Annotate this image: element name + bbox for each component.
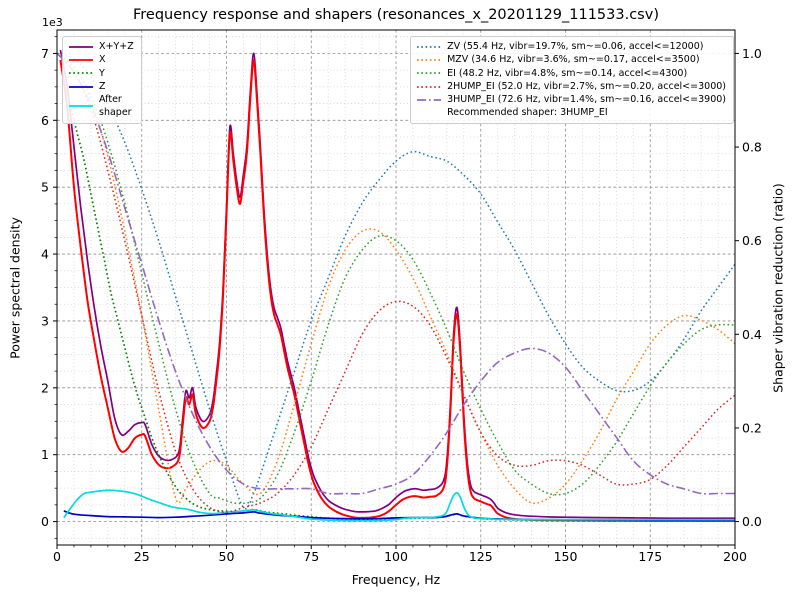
x-axis-label: Frequency, Hz (351, 572, 441, 587)
legend-item-label: Y (99, 67, 105, 79)
y-left-tick-label: 3 (41, 313, 49, 328)
legend-item-label: Recommended shaper: 3HUMP_EI (447, 107, 608, 119)
y-left-tick-label: 1 (41, 447, 49, 462)
y-axis-offset-text: 1e3 (42, 16, 63, 29)
series-ei (56, 52, 736, 505)
legend-item-label: X+Y+Z (99, 41, 134, 52)
plot-series (56, 49, 736, 522)
legend-psd: X+Y+Z X Y Z After shaper (62, 36, 142, 124)
legend-item-label: MZV (34.6 Hz, vibr=3.6%, sm~=0.17, accel… (447, 54, 700, 66)
y-left-tick-label: 5 (41, 180, 49, 195)
x-tick-label: 175 (638, 549, 662, 564)
legend-item-label: 2HUMP_EI (52.0 Hz, vibr=2.7%, sm~=0.20, … (447, 80, 726, 92)
legend-item-label: 3HUMP_EI (72.6 Hz, vibr=1.4%, sm~=0.16, … (447, 94, 726, 106)
x-tick-label: 25 (134, 549, 150, 564)
y-right-tick-label: 0.0 (742, 514, 762, 529)
legend-item-label: EI (48.2 Hz, vibr=4.8%, sm~=0.14, accel<… (447, 67, 688, 79)
legend-line-sample (69, 59, 93, 61)
y-axis-label-right: Shaper vibration reduction (ratio) (770, 183, 786, 393)
legend-item-x: X (68, 53, 134, 66)
legend-item-recommended: Recommended shaper: 3HUMP_EI (416, 106, 726, 119)
legend-line-sample (417, 85, 442, 88)
series-3hump-ei (56, 52, 735, 495)
axes: 0 25 50 75 100 125 150 175 200 0 1 2 3 4 5 6 7 0.0 0.2 0.4 0… (41, 29, 762, 564)
legend-item-3hump-ei: 3HUMP_EI (72.6 Hz, vibr=1.4%, sm~=0.16, … (416, 93, 726, 106)
legend-item-x-y-z: X+Y+Z (68, 40, 134, 53)
x-tick-label: 50 (219, 549, 235, 564)
y-left-tick-label: 4 (41, 247, 49, 262)
y-right-tick-label: 1.0 (742, 46, 762, 61)
x-tick-label: 150 (554, 549, 578, 564)
legend-item-z: Z (68, 80, 134, 93)
legend-line-sample (69, 45, 93, 48)
series-after-shaper (63, 489, 735, 522)
legend-item-y: Y (68, 67, 134, 80)
legend-line-sample (69, 85, 93, 88)
y-left-tick-label: 7 (41, 46, 49, 61)
y-left-tick-label: 6 (41, 113, 49, 128)
x-tick-label: 125 (469, 549, 493, 564)
legend-item-label: Z (99, 80, 106, 92)
x-tick-label: 0 (53, 549, 61, 564)
series-zv (56, 52, 736, 510)
y-right-tick-label: 0.8 (742, 140, 762, 155)
legend-line-sample (69, 72, 93, 75)
x-tick-label: 200 (723, 549, 747, 564)
chart-title: Frequency response and shapers (resonanc… (133, 7, 659, 23)
legend-item-label: After shaper (99, 94, 132, 119)
series-2hump-ei (56, 52, 736, 513)
legend-item-2hump-ei: 2HUMP_EI (52.0 Hz, vibr=2.7%, sm~=0.20, … (416, 80, 726, 93)
y-right-tick-label: 0.4 (742, 327, 762, 342)
legend-line-sample (417, 45, 442, 48)
series-x (59, 59, 736, 522)
legend-item-label: ZV (55.4 Hz, vibr=19.7%, sm~=0.06, accel… (447, 41, 704, 52)
legend-item-after-shaper: After shaper (68, 93, 134, 120)
legend-item-label: X (99, 54, 106, 66)
x-tick-label: 75 (303, 549, 319, 564)
series-x-y-z (59, 49, 735, 520)
legend-item-mzv: MZV (34.6 Hz, vibr=3.6%, sm~=0.17, accel… (416, 53, 726, 66)
y-axis-label-left: Power spectral density (7, 217, 23, 359)
x-tick-label: 100 (384, 549, 408, 564)
legend-line-sample (417, 72, 442, 75)
y-left-tick-label: 2 (41, 380, 49, 395)
legend-item-ei: EI (48.2 Hz, vibr=4.8%, sm~=0.14, accel<… (416, 67, 726, 80)
y-right-tick-label: 0.2 (742, 420, 762, 435)
y-right-tick-label: 0.6 (742, 233, 762, 248)
legend-line-sample (417, 59, 442, 61)
y-left-tick-label: 0 (41, 514, 49, 529)
legend-item-zv: ZV (55.4 Hz, vibr=19.7%, sm~=0.06, accel… (416, 40, 726, 53)
legend-shapers: ZV (55.4 Hz, vibr=19.7%, sm~=0.06, accel… (410, 36, 734, 124)
legend-line-sample (69, 105, 93, 108)
legend-line-sample (417, 98, 442, 101)
legend-line-sample (416, 107, 442, 119)
